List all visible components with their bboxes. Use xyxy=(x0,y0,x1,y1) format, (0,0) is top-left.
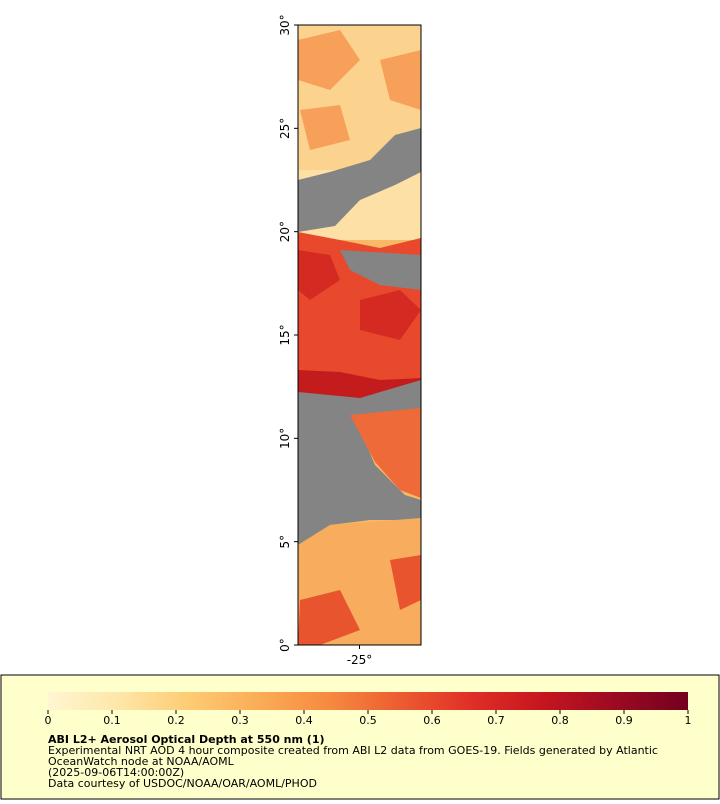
colorbar-tick-label: 0.4 xyxy=(295,714,313,727)
colorbar xyxy=(48,692,688,710)
colorbar-tick-label: 0 xyxy=(45,714,52,727)
legend-line: Experimental NRT AOD 4 hour composite cr… xyxy=(48,744,658,757)
lat-tick-label: 25° xyxy=(278,118,292,139)
aod-raster xyxy=(298,25,421,645)
axes: 0° 5° 10° 15° 20° 25° 30° -25° xyxy=(278,14,372,667)
colorbar-tick-label: 0.6 xyxy=(423,714,441,727)
lat-tick-label: 5° xyxy=(278,535,292,549)
legend-line: OceanWatch node at NOAA/AOML xyxy=(48,755,235,768)
colorbar-tick-label: 0.8 xyxy=(551,714,569,727)
colorbar-tick-label: 0.1 xyxy=(103,714,121,727)
colorbar-tick-label: 0.7 xyxy=(487,714,505,727)
legend: ABI L2+ Aerosol Optical Depth at 550 nm … xyxy=(45,692,692,790)
legend-title: ABI L2+ Aerosol Optical Depth at 550 nm … xyxy=(48,733,325,746)
lat-tick-label: 15° xyxy=(278,324,292,345)
colorbar-tick-label: 1 xyxy=(685,714,692,727)
colorbar-tick-label: 0.2 xyxy=(167,714,185,727)
legend-line: Data courtesy of USDOC/NOAA/OAR/AOML/PHO… xyxy=(48,777,317,790)
colorbar-tick-label: 0.3 xyxy=(231,714,249,727)
colorbar-tick-label: 0.9 xyxy=(615,714,633,727)
legend-line: (2025-09-06T14:00:00Z) xyxy=(48,766,184,779)
lat-tick-label: 20° xyxy=(278,221,292,242)
colorbar-tick-label: 0.5 xyxy=(359,714,377,727)
lat-tick-label: 30° xyxy=(278,14,292,35)
lat-tick-label: 10° xyxy=(278,428,292,449)
lat-tick-label: 0° xyxy=(278,638,292,652)
lon-tick-label: -25° xyxy=(347,653,373,667)
